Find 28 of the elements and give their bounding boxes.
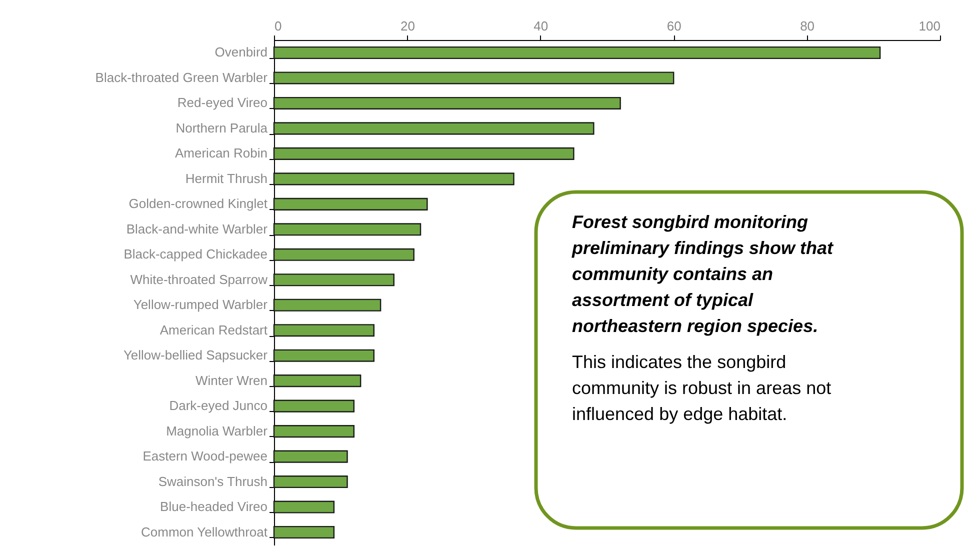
y-tick-label: Red-eyed Vireo [177,95,268,110]
y-tick-label: White-throated Sparrow [130,272,268,287]
y-tick-label: Swainson's Thrush [158,474,268,489]
y-tick-label: Yellow-rumped Warbler [133,297,268,312]
y-tick-label: Ovenbird [214,44,268,60]
x-tick-label: 80 [800,18,815,34]
y-tick-label: Common Yellowthroat [141,524,268,540]
y-tick-label: Magnolia Warbler [166,423,268,438]
y-tick-label: Winter Wren [196,372,268,388]
y-tick-label: American Redstart [160,322,268,338]
y-tick-label: Black-capped Chickadee [124,246,268,262]
y-tick-label: Dark-eyed Junco [169,398,268,414]
y-tick-label: Hermit Thrush [185,170,268,186]
annotation: This indicates the songbird community is robust in areas not influenced by edge habitat. [572,352,832,424]
y-tick-label: Black-throated Green Warbler [95,70,268,85]
y-tick-label: Black-and-white Warbler [126,221,268,236]
y-tick-label: Yellow-bellied Sapsucker [123,348,268,363]
y-tick-label: Eastern Wood-pewee [142,448,268,464]
annotation: Forest songbird monitoring preliminary findings show that community contains an assortment of typical northeastern region species. [571,212,834,336]
y-tick-label: American Robin [175,146,268,161]
x-tick-label: 60 [666,18,682,34]
y-tick-label: Golden-crowned Kinglet [128,196,268,212]
x-tick-label: 0 [274,18,282,34]
x-tick-label: 100 [918,18,940,34]
y-tick-label: Northern Parula [176,120,268,136]
y-tick-label: Blue-headed Vireo [160,499,268,514]
x-tick-label: 20 [400,18,415,34]
x-tick-label: 40 [534,18,548,34]
